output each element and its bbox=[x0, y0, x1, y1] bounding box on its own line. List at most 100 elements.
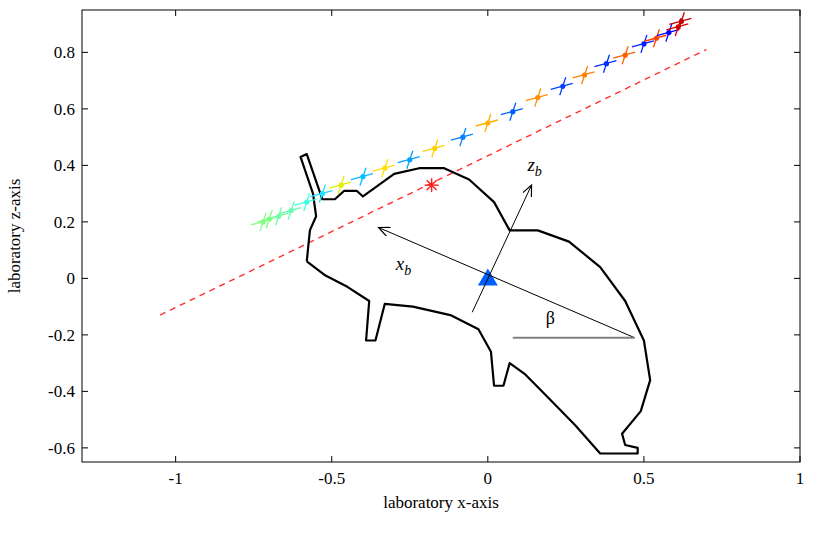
point-dot bbox=[289, 208, 294, 213]
y-tick bbox=[82, 165, 88, 166]
angle-reference bbox=[513, 337, 635, 339]
trajectory-point bbox=[251, 213, 273, 231]
trajectory-point bbox=[476, 114, 498, 132]
asterisk-stroke bbox=[427, 180, 437, 190]
point-dot bbox=[535, 95, 540, 100]
y-tick bbox=[82, 108, 88, 109]
body-axis-label: zb bbox=[526, 154, 541, 179]
body-axis-tick bbox=[310, 191, 332, 197]
dashed-line bbox=[160, 50, 706, 316]
body-axis-tick bbox=[666, 24, 672, 42]
body-axis-tick bbox=[295, 199, 317, 205]
y-tick bbox=[82, 334, 88, 335]
angle-label: β bbox=[546, 308, 555, 328]
trajectory-point bbox=[594, 55, 616, 73]
body-axis-tick bbox=[594, 61, 616, 67]
point-dot bbox=[654, 36, 659, 41]
x-tick-label: 0.5 bbox=[633, 469, 654, 488]
body-axis-arrow bbox=[379, 228, 635, 338]
body-axis-tick bbox=[535, 89, 541, 107]
y-tick-label: -0.4 bbox=[48, 382, 75, 401]
body-axis-arrow bbox=[472, 185, 531, 312]
trajectory-point bbox=[501, 103, 523, 121]
body-axis-tick bbox=[319, 185, 325, 203]
x-axis-title: laboratory x-axis bbox=[383, 493, 499, 512]
trajectory-point bbox=[632, 35, 654, 53]
trajectory-point bbox=[526, 89, 548, 107]
trajectory-point bbox=[657, 24, 679, 42]
body-axis-tick bbox=[373, 165, 395, 171]
y-tick-label: -0.2 bbox=[48, 326, 75, 345]
y-tick bbox=[82, 447, 88, 448]
point-dot bbox=[485, 120, 490, 125]
body-axis-tick bbox=[423, 145, 445, 151]
body-axis-tick bbox=[360, 168, 366, 186]
body-axis-tick bbox=[669, 18, 691, 24]
trajectory-point bbox=[669, 12, 691, 30]
x-tick-label: 1 bbox=[796, 469, 805, 488]
body-axis-tick bbox=[304, 193, 310, 211]
trajectory-point bbox=[613, 46, 635, 64]
point-dot bbox=[641, 41, 646, 46]
trajectory-point bbox=[351, 168, 373, 186]
x-tick bbox=[331, 10, 332, 16]
trajectory-point bbox=[267, 207, 289, 225]
x-tick bbox=[331, 456, 332, 462]
body-axis-tick bbox=[644, 35, 666, 41]
x-tick bbox=[800, 10, 801, 16]
body-axis-tick bbox=[653, 29, 659, 47]
point-dot bbox=[304, 200, 309, 205]
body-axis-label: xb bbox=[395, 253, 411, 278]
y-tick-label: 0 bbox=[67, 269, 76, 288]
plot-frame bbox=[82, 10, 800, 462]
point-dot bbox=[510, 109, 515, 114]
body-axis-tick bbox=[351, 174, 373, 180]
trajectory-point bbox=[398, 151, 420, 169]
trajectory-point bbox=[423, 139, 445, 157]
point-dot bbox=[604, 61, 609, 66]
y-tick bbox=[794, 447, 800, 448]
body-axis-tick bbox=[560, 77, 566, 95]
point-dot bbox=[320, 191, 325, 196]
chart: -1-0.500.51-0.6-0.4-0.200.20.40.60.8labo… bbox=[0, 0, 817, 551]
point-dot bbox=[560, 84, 565, 89]
body-axis-tick bbox=[276, 207, 282, 225]
x-tick bbox=[487, 456, 488, 462]
point-dot bbox=[382, 166, 387, 171]
y-tick bbox=[794, 391, 800, 392]
body-axis-tick bbox=[603, 55, 609, 73]
body-axis-tick bbox=[510, 103, 516, 121]
body-axis-tick bbox=[451, 134, 473, 140]
y-tick bbox=[794, 52, 800, 53]
point-dot bbox=[407, 157, 412, 162]
body-axis-tick bbox=[582, 66, 588, 84]
body-axis-tick bbox=[641, 35, 647, 53]
point-dot bbox=[666, 30, 671, 35]
point-dot bbox=[432, 146, 437, 151]
x-tick bbox=[487, 10, 488, 16]
y-tick bbox=[794, 165, 800, 166]
trajectory-point bbox=[644, 29, 666, 47]
y-tick bbox=[82, 52, 88, 53]
x-tick bbox=[800, 456, 801, 462]
y-tick-label: 0.8 bbox=[54, 43, 75, 62]
outline bbox=[301, 154, 651, 453]
body-axis-tick bbox=[407, 151, 413, 169]
body-axis-tick bbox=[526, 95, 548, 101]
y-tick-label: 0.4 bbox=[54, 156, 76, 175]
body-axis-tick bbox=[613, 52, 635, 58]
body-axis-tick bbox=[501, 109, 523, 115]
y-tick-label: -0.6 bbox=[48, 439, 75, 458]
y-tick bbox=[794, 278, 800, 279]
body-axis-tick bbox=[279, 208, 301, 214]
x-tick bbox=[175, 10, 176, 16]
body-axis-tick bbox=[288, 202, 294, 220]
body-axis-tick bbox=[476, 120, 498, 126]
trajectory-point bbox=[329, 176, 351, 194]
origin-triangle bbox=[478, 268, 498, 285]
trajectory-point bbox=[451, 128, 473, 146]
body-axis-tick bbox=[432, 139, 438, 157]
plot-area bbox=[160, 12, 706, 453]
y-tick-label: 0.6 bbox=[54, 100, 75, 119]
body-axis-tick bbox=[260, 213, 266, 231]
